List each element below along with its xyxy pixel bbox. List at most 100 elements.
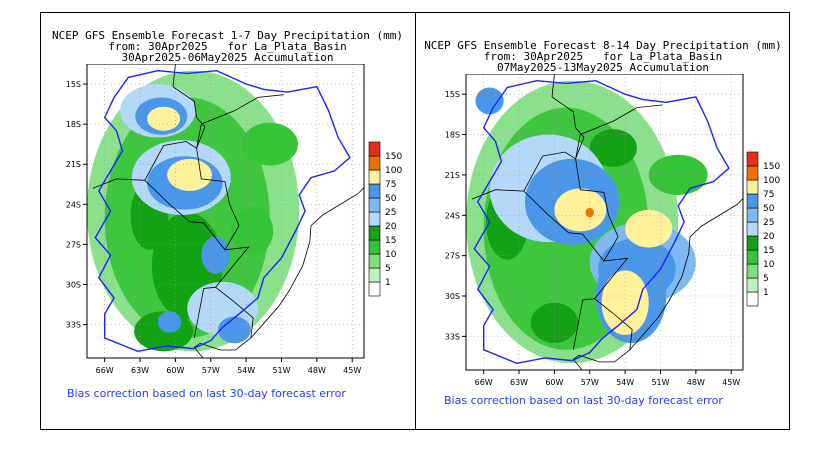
colorbar-label: 50 xyxy=(763,204,775,214)
map-frame xyxy=(465,74,744,371)
colorbar-label: 100 xyxy=(763,176,780,186)
panel-title-line3: 07May2025-13May2025 Accumulation xyxy=(497,61,709,74)
colorbar-label: 5 xyxy=(385,264,391,274)
colorbar-label: 20 xyxy=(385,222,397,232)
bias-correction-note: Bias correction based on last 30-day for… xyxy=(444,394,723,407)
colorbar-label: 20 xyxy=(763,232,775,242)
lat-tick-label: 30S xyxy=(445,292,460,301)
panel-title-line3: 30Apr2025-06May2025 Accumulation xyxy=(121,51,334,64)
lat-tick-label: 24S xyxy=(66,200,81,209)
lat-tick-label: 30S xyxy=(66,281,81,290)
country-border xyxy=(193,246,250,339)
colorbar-label: 25 xyxy=(385,208,396,218)
precip-region xyxy=(625,209,673,248)
colorbar-swatch xyxy=(368,183,381,199)
colorbar-swatch xyxy=(368,141,381,157)
lat-tick-label: 33S xyxy=(66,321,81,330)
colorbar-swatch xyxy=(368,267,381,283)
lon-tick-label: 60W xyxy=(545,378,563,387)
colorbar-swatch xyxy=(746,277,759,293)
lon-tick-label: 54W xyxy=(237,366,255,375)
panel-divider xyxy=(415,12,416,430)
country-border xyxy=(196,94,284,149)
country-border xyxy=(92,178,145,189)
colorbar-swatch xyxy=(746,165,759,181)
country-border xyxy=(471,189,524,200)
country-border xyxy=(172,64,240,226)
lat-tick-label: 18S xyxy=(445,131,460,140)
lon-tick-label: 66W xyxy=(475,378,493,387)
colorbar-label: 75 xyxy=(385,180,396,190)
precip-map-week1: 15S 18S 21S 24S 27S 30S 33S 66W 63W 60W 57W 54W 51W 4… xyxy=(66,64,402,375)
colorbar-label: 15 xyxy=(385,236,396,246)
colorbar-label: 15 xyxy=(763,246,774,256)
basin-outline xyxy=(94,69,351,353)
lon-tick-label: 60W xyxy=(166,366,184,375)
colorbar-label: 150 xyxy=(385,152,402,162)
lon-tick-label: 51W xyxy=(651,378,669,387)
lat-tick-label: 18S xyxy=(66,120,81,129)
basin-outline xyxy=(473,79,730,365)
forecast-panel-week2: NCEP GFS Ensemble Forecast 8-14 Day Prec… xyxy=(416,12,790,430)
colorbar-swatch xyxy=(746,207,759,223)
lon-tick-label: 45W xyxy=(343,366,361,375)
coastline xyxy=(193,187,364,358)
precip-region xyxy=(167,158,212,191)
precip-map-week2: 15S 18S 21S 24S 27S 30S 33S 66W 63W 60W 57W 54W 51W 4… xyxy=(445,74,780,387)
colorbar-label: 150 xyxy=(763,162,780,172)
colorbar-swatch xyxy=(746,151,759,167)
precip-region xyxy=(201,236,230,274)
country-border xyxy=(144,180,240,251)
lat-tick-label: 15S xyxy=(445,90,460,99)
colorbar-label: 5 xyxy=(763,274,769,284)
lon-tick-label: 48W xyxy=(687,378,705,387)
lat-tick-label: 27S xyxy=(445,252,460,261)
lon-tick-label: 63W xyxy=(131,366,149,375)
colorbar-swatch xyxy=(368,281,381,297)
lon-tick-label: 45W xyxy=(722,378,740,387)
lat-tick-label: 21S xyxy=(66,160,81,169)
colorbar-swatch xyxy=(368,197,381,213)
colorbar-label: 75 xyxy=(763,190,774,200)
colorbar-label: 1 xyxy=(763,288,769,298)
colorbar-swatch xyxy=(746,249,759,265)
colorbar-swatch xyxy=(368,169,381,185)
panel-title-line1: NCEP GFS Ensemble Forecast 1-7 Day Preci… xyxy=(52,29,403,42)
country-border xyxy=(523,190,619,262)
colorbar-swatch xyxy=(746,263,759,279)
lon-tick-label: 48W xyxy=(308,366,326,375)
colorbar-swatch xyxy=(368,211,381,227)
lat-tick-label: 21S xyxy=(445,171,460,180)
colorbar-label: 25 xyxy=(763,218,774,228)
colorbar-swatch xyxy=(368,225,381,241)
country-border xyxy=(523,151,576,192)
country-border xyxy=(551,74,619,237)
precip-region xyxy=(147,106,181,131)
colorbar-swatch xyxy=(746,179,759,195)
precip-region xyxy=(241,122,298,166)
coastline xyxy=(572,197,743,370)
precip-region xyxy=(554,188,607,232)
lat-tick-label: 15S xyxy=(66,80,81,89)
colorbar-swatch xyxy=(746,193,759,209)
lat-tick-label: 33S xyxy=(445,332,460,341)
panel-title-line2: from: 30Apr2025 for La_Plata_Basin xyxy=(483,50,723,63)
colorbar-label: 10 xyxy=(385,250,397,260)
country-border xyxy=(144,141,197,181)
lon-tick-label: 51W xyxy=(272,366,290,375)
colorbar-swatch xyxy=(746,221,759,237)
precip-region xyxy=(230,206,274,256)
colorbar-swatch xyxy=(746,291,759,307)
colorbar-swatch xyxy=(746,235,759,251)
precip-region xyxy=(157,311,182,333)
precip-region xyxy=(585,207,594,218)
colorbar-label: 10 xyxy=(763,260,775,270)
lat-tick-label: 24S xyxy=(445,211,460,220)
country-border xyxy=(572,257,629,350)
precip-region xyxy=(217,316,251,344)
forecast-panel-week1: NCEP GFS Ensemble Forecast 1-7 Day Preci… xyxy=(40,12,415,430)
colorbar-label: 1 xyxy=(385,278,391,288)
lon-tick-label: 63W xyxy=(510,378,528,387)
map-frame xyxy=(86,64,365,359)
lon-tick-label: 66W xyxy=(96,366,114,375)
